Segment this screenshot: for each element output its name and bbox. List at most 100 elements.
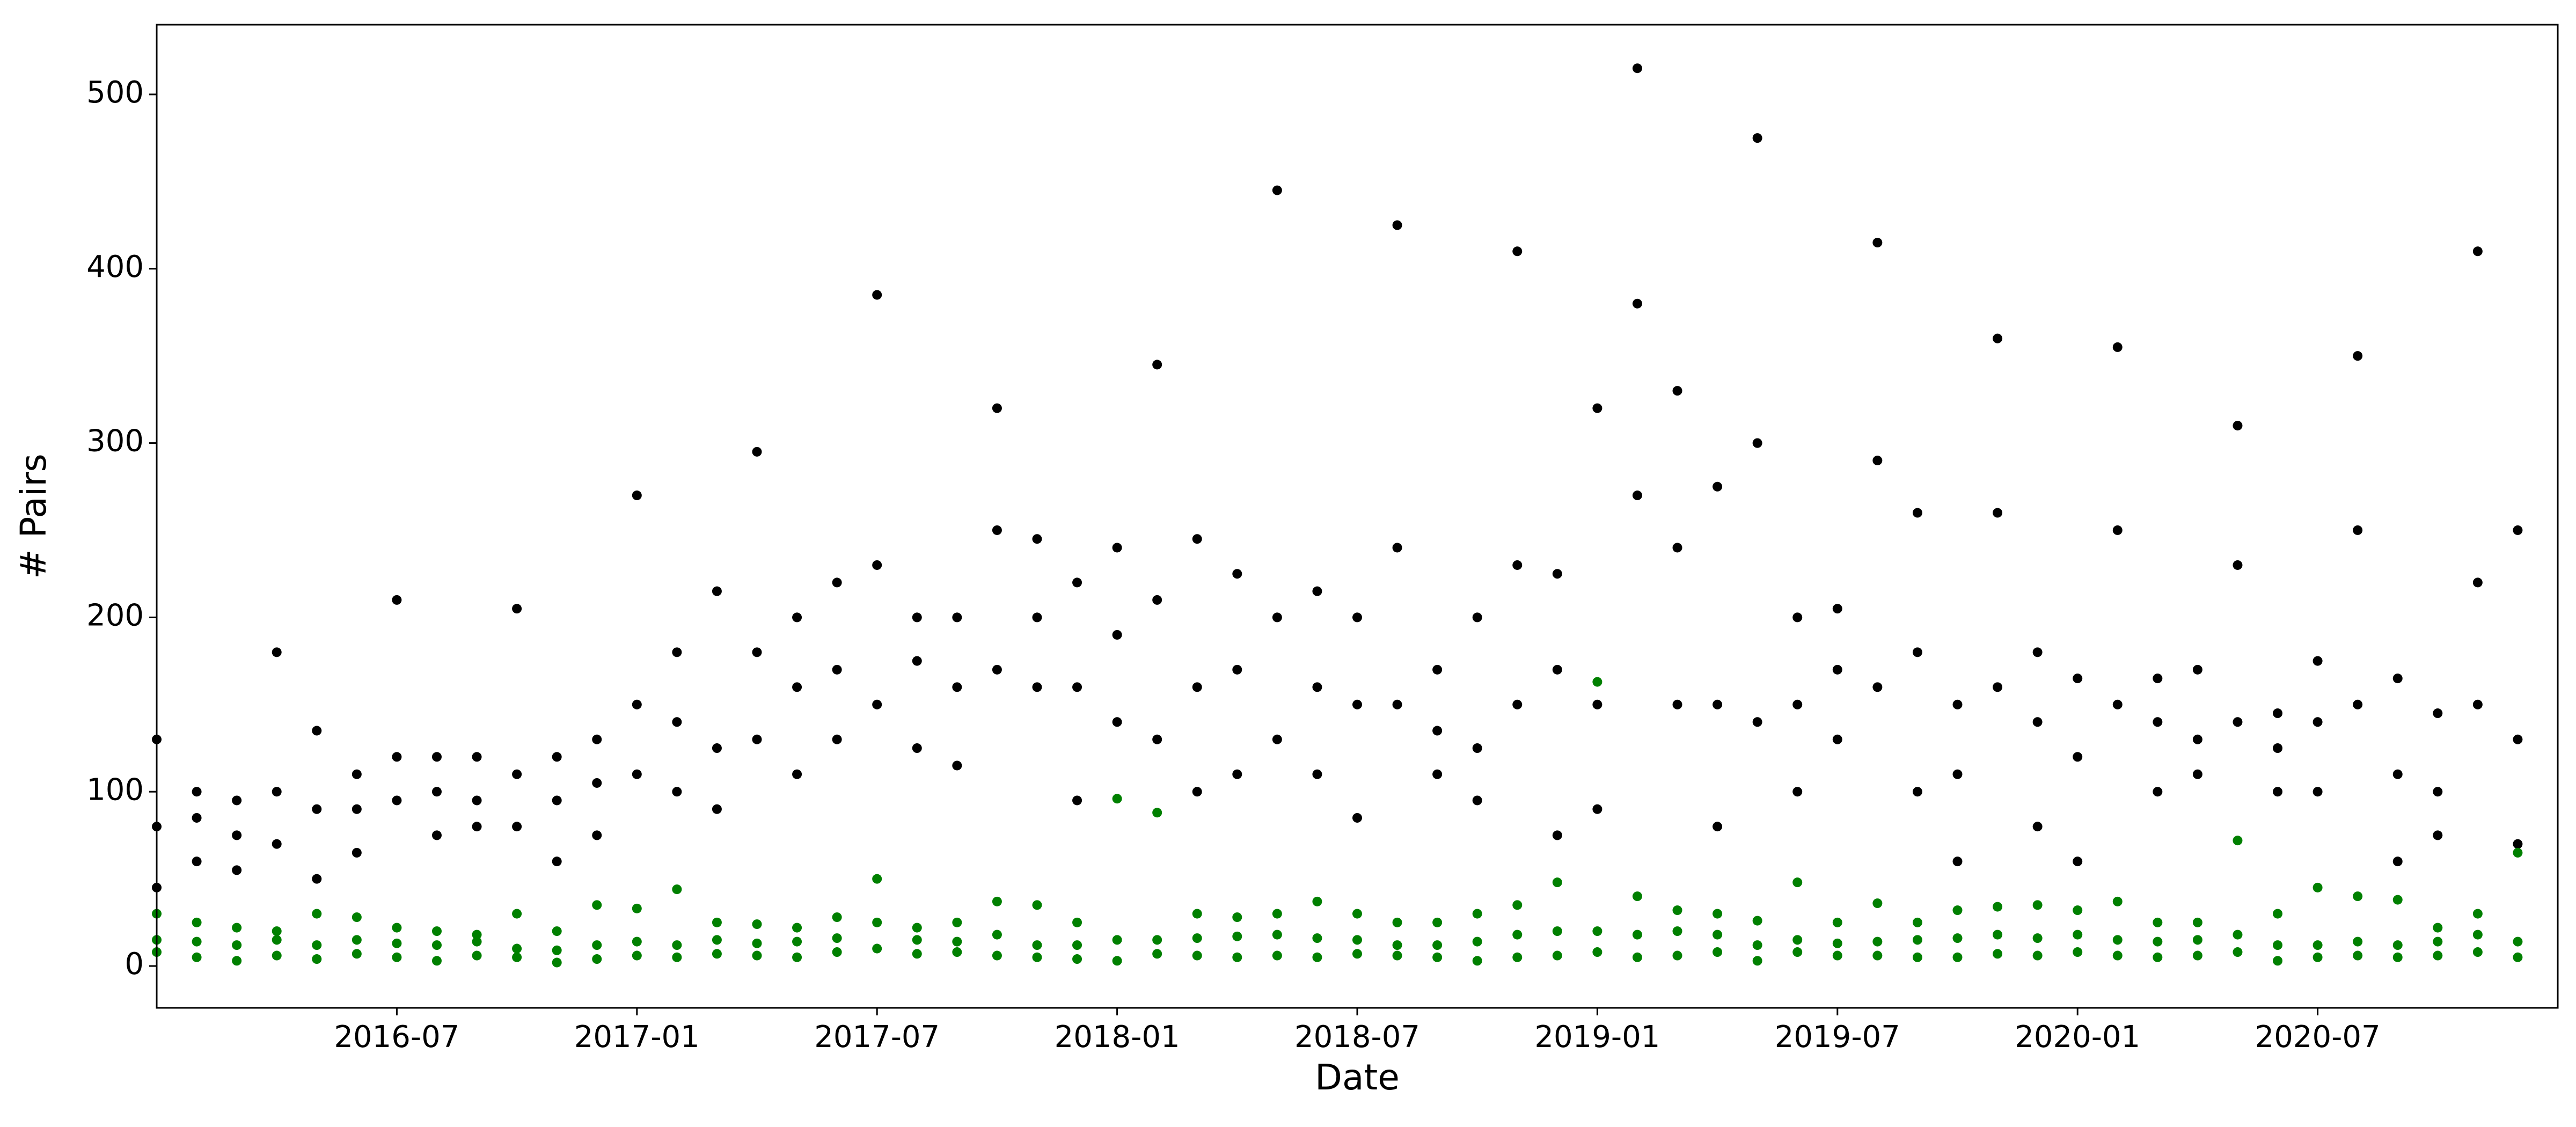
data-point xyxy=(2513,847,2523,858)
data-point xyxy=(2032,822,2043,832)
data-point xyxy=(312,954,322,964)
data-point xyxy=(312,726,322,736)
data-point xyxy=(1713,930,1723,940)
data-point xyxy=(431,940,442,950)
data-point xyxy=(1472,743,1482,753)
data-point xyxy=(1713,822,1723,832)
data-point xyxy=(512,604,522,614)
data-point xyxy=(1672,543,1682,553)
data-point xyxy=(1272,930,1282,940)
data-point xyxy=(712,935,722,945)
data-point xyxy=(2433,923,2443,933)
data-point xyxy=(352,804,362,814)
data-point xyxy=(2233,836,2243,846)
data-point xyxy=(2273,956,2283,966)
data-point xyxy=(1072,917,1082,927)
data-point xyxy=(392,952,402,962)
data-point xyxy=(431,956,442,966)
data-point xyxy=(1552,926,1562,936)
data-point xyxy=(2433,787,2443,797)
data-point xyxy=(512,943,522,954)
data-point xyxy=(2392,674,2403,684)
data-point xyxy=(592,954,602,964)
data-point xyxy=(1272,950,1282,961)
data-point xyxy=(232,830,242,840)
data-point xyxy=(272,787,282,797)
data-point xyxy=(1792,699,1803,709)
y-tick-label: 100 xyxy=(86,772,144,807)
data-point xyxy=(1272,734,1282,744)
data-point xyxy=(2153,952,2163,962)
data-point xyxy=(2433,950,2443,961)
x-axis-label: Date xyxy=(1315,1057,1400,1098)
data-point xyxy=(2312,787,2323,797)
data-point xyxy=(312,909,322,919)
data-point xyxy=(2233,421,2243,431)
data-point xyxy=(792,952,802,962)
data-point xyxy=(1232,931,1242,941)
data-point xyxy=(832,912,842,923)
data-point xyxy=(2233,947,2243,957)
data-point xyxy=(1832,664,1842,675)
data-point xyxy=(2392,952,2403,962)
data-point xyxy=(2353,936,2363,947)
data-point xyxy=(1752,438,1762,448)
data-point xyxy=(1392,917,1402,927)
data-point xyxy=(232,940,242,950)
data-point xyxy=(1632,891,1642,902)
x-tick-label: 2016-07 xyxy=(334,1020,459,1055)
data-point xyxy=(752,919,762,930)
data-point xyxy=(912,656,922,666)
data-point xyxy=(832,577,842,588)
data-point xyxy=(792,923,802,933)
data-point xyxy=(2353,351,2363,361)
data-point xyxy=(1872,936,1883,947)
data-point xyxy=(592,734,602,744)
data-point xyxy=(1312,896,1322,906)
data-point xyxy=(1872,950,1883,961)
data-point xyxy=(1592,403,1602,413)
data-point xyxy=(1952,699,1963,709)
data-point xyxy=(352,769,362,779)
data-point xyxy=(1752,717,1762,727)
data-point xyxy=(952,682,962,692)
data-point xyxy=(952,947,962,957)
data-point xyxy=(2353,950,2363,961)
data-point xyxy=(1592,677,1602,687)
y-tick-label: 500 xyxy=(86,75,144,110)
data-point xyxy=(1152,595,1162,605)
data-point xyxy=(1792,877,1803,888)
data-point xyxy=(1512,930,1523,940)
data-point xyxy=(1592,804,1602,814)
data-point xyxy=(872,699,882,709)
data-point xyxy=(712,586,722,596)
data-point xyxy=(192,857,202,867)
data-point xyxy=(1832,604,1842,614)
data-point xyxy=(1312,682,1322,692)
data-point xyxy=(1152,360,1162,370)
data-point xyxy=(1032,900,1042,910)
data-point xyxy=(1352,935,1362,945)
data-point xyxy=(2153,787,2163,797)
data-point xyxy=(1232,569,1242,579)
data-point xyxy=(2472,246,2483,257)
data-point xyxy=(592,778,602,788)
data-point xyxy=(792,682,802,692)
data-point xyxy=(2513,525,2523,535)
data-point xyxy=(712,804,722,814)
data-point xyxy=(1192,534,1202,544)
data-point xyxy=(431,752,442,762)
data-point xyxy=(912,743,922,753)
data-point xyxy=(1192,787,1202,797)
data-point xyxy=(1472,795,1482,806)
data-point xyxy=(2472,577,2483,588)
data-point xyxy=(232,865,242,875)
data-point xyxy=(1912,787,1922,797)
data-point xyxy=(1072,795,1082,806)
data-point xyxy=(232,795,242,806)
data-point xyxy=(632,903,642,913)
data-point xyxy=(2192,664,2202,675)
data-point xyxy=(1192,950,1202,961)
data-point xyxy=(1912,508,1922,518)
data-point xyxy=(832,933,842,943)
